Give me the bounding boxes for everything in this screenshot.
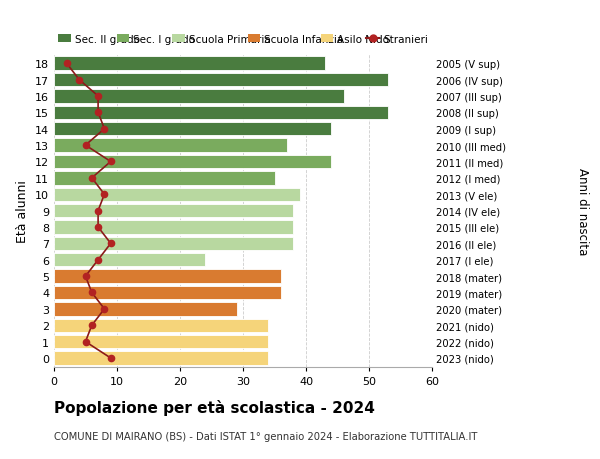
Bar [54,335,268,348]
Bar [54,156,331,169]
Bar [54,106,388,120]
Bar [54,286,281,300]
Bar [54,139,287,152]
Bar [54,172,275,185]
Bar [54,237,293,251]
Bar [54,74,388,87]
Bar [54,253,205,267]
Bar [54,57,325,71]
Bar [54,319,268,332]
Legend: Sec. II grado, Sec. I grado, Scuola Primaria, Scuola Infanzia, Asilo Nido, Stran: Sec. II grado, Sec. I grado, Scuola Prim… [54,31,432,49]
Bar [54,204,293,218]
Bar [54,90,344,103]
Bar [54,270,281,283]
Bar [54,302,236,316]
Bar [54,221,293,234]
Bar [54,352,268,365]
Bar [54,123,331,136]
Bar [54,188,300,202]
Y-axis label: Età alunni: Età alunni [16,180,29,242]
Text: Popolazione per età scolastica - 2024: Popolazione per età scolastica - 2024 [54,399,375,415]
Text: COMUNE DI MAIRANO (BS) - Dati ISTAT 1° gennaio 2024 - Elaborazione TUTTITALIA.IT: COMUNE DI MAIRANO (BS) - Dati ISTAT 1° g… [54,431,478,442]
Y-axis label: Anni di nascita: Anni di nascita [576,168,589,255]
